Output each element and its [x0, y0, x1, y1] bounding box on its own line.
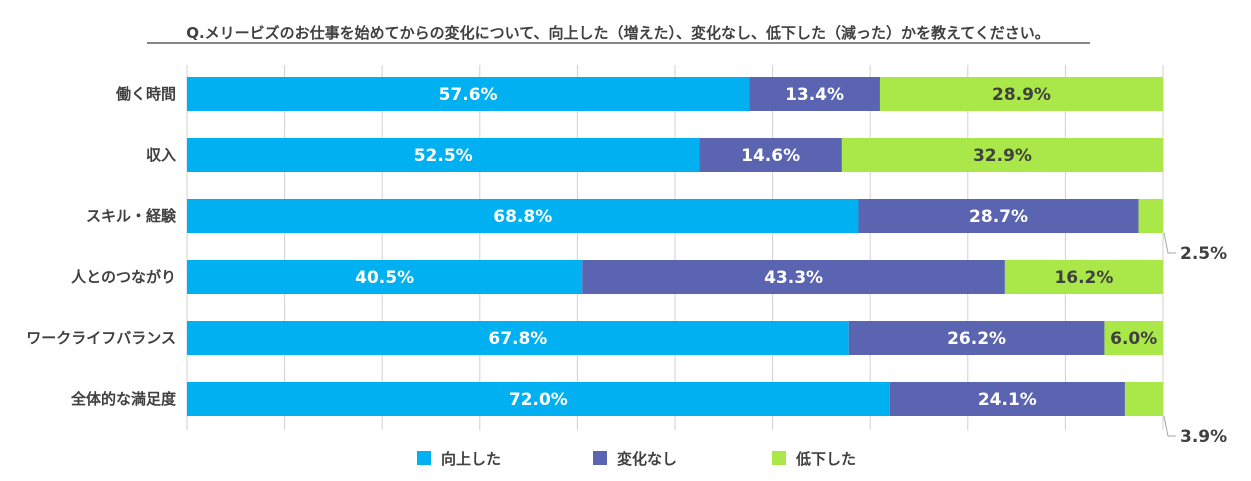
bar-segment [187, 138, 700, 172]
bar-segment [187, 321, 849, 355]
bar-segment [749, 77, 880, 111]
bar-segment [1124, 382, 1163, 416]
bar-segment [848, 321, 1105, 355]
data-label: 16.2% [1054, 268, 1113, 288]
leader-line [1163, 232, 1176, 254]
category-label: 人とのつながり [71, 268, 176, 286]
legend-label: 向上した [441, 450, 501, 468]
data-label: 28.9% [992, 85, 1051, 105]
data-label: 28.7% [969, 207, 1028, 227]
legend-swatch [772, 451, 786, 465]
data-label: 14.6% [741, 146, 800, 166]
leader-line [1163, 415, 1176, 437]
data-label: 57.6% [439, 85, 498, 105]
legend-label: 変化なし [617, 450, 677, 468]
data-label: 13.4% [785, 85, 844, 105]
data-labels: 57.6% 13.4% 28.9% 52.5% 14.6% 32.9% 68.8% 28.7%… [355, 85, 1227, 447]
bar-segment [879, 77, 1163, 111]
bar-segment [1138, 199, 1163, 233]
data-label: 52.5% [414, 146, 473, 166]
data-label: 67.8% [488, 329, 547, 349]
bar-segment [1004, 260, 1163, 294]
bar-segment [582, 260, 1005, 294]
bars [187, 77, 1163, 416]
chart-title: Q.メリービズのお仕事を始めてからの変化について、向上した（増えた）、変化なし、… [186, 24, 1050, 42]
bar-segment [858, 199, 1139, 233]
category-label: 全体的な満足度 [70, 390, 177, 408]
legend-swatch [417, 451, 431, 465]
bar-segment [699, 138, 842, 172]
data-label: 32.9% [973, 146, 1032, 166]
legend-label: 低下した [795, 450, 856, 468]
data-label: 40.5% [355, 268, 414, 288]
data-label: 43.3% [764, 268, 823, 288]
category-label: ワークライフバランス [26, 329, 176, 347]
bar-segment [187, 382, 890, 416]
data-label: 3.9% [1180, 427, 1227, 447]
data-label: 72.0% [509, 390, 568, 410]
data-label: 6.0% [1110, 329, 1157, 349]
bar-segment [187, 199, 859, 233]
legend-swatch [593, 451, 607, 465]
bar-segment [889, 382, 1125, 416]
data-label: 24.1% [978, 390, 1037, 410]
category-label: 働く時間 [115, 85, 176, 103]
bar-segment [841, 138, 1163, 172]
bar-segment [187, 77, 750, 111]
legend: 向上した 変化なし 低下した [417, 450, 856, 468]
data-label: 2.5% [1180, 244, 1227, 264]
gridlines [186, 65, 1164, 430]
bar-segment [1104, 321, 1163, 355]
category-label: スキル・経験 [86, 207, 177, 225]
bar-segment [187, 260, 583, 294]
data-label: 26.2% [947, 329, 1006, 349]
data-label: 68.8% [493, 207, 552, 227]
category-label: 収入 [146, 146, 176, 164]
